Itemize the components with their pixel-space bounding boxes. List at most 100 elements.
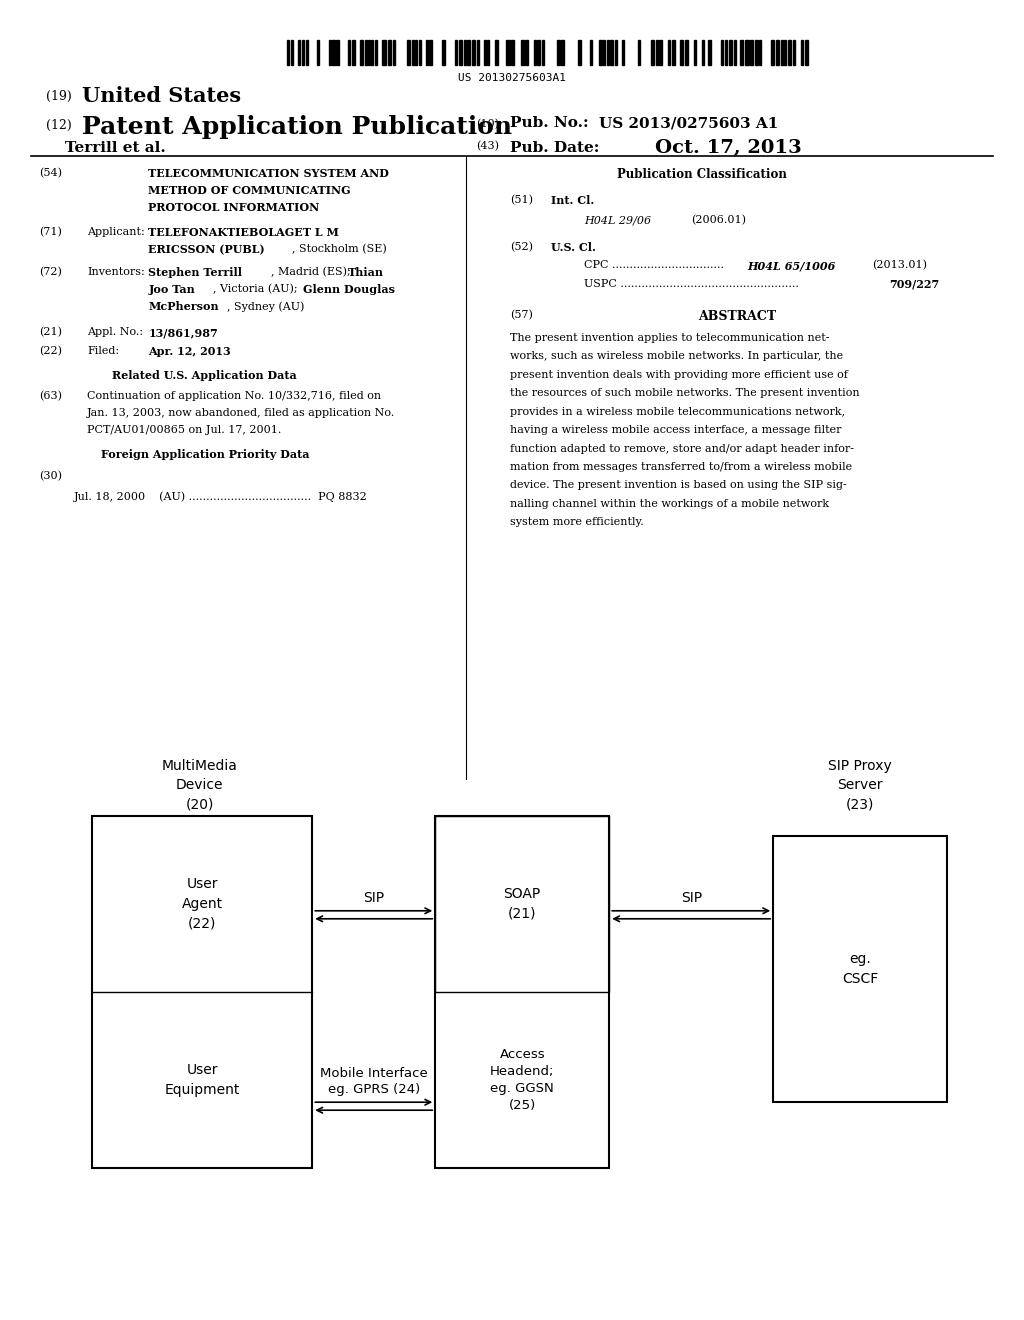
Bar xyxy=(412,40,414,65)
Bar xyxy=(672,40,675,65)
Text: provides in a wireless mobile telecommunications network,: provides in a wireless mobile telecommun… xyxy=(510,407,845,417)
Text: Applicant:: Applicant: xyxy=(87,227,144,238)
Text: Foreign Application Priority Data: Foreign Application Priority Data xyxy=(100,449,309,459)
Text: Thian: Thian xyxy=(348,267,384,277)
Text: (2006.01): (2006.01) xyxy=(691,215,746,226)
Text: 13/861,987: 13/861,987 xyxy=(148,327,218,338)
Bar xyxy=(472,40,475,65)
Text: (72): (72) xyxy=(39,267,61,277)
Bar xyxy=(520,40,523,65)
Bar xyxy=(606,40,609,65)
Text: MultiMedia
Device
(20): MultiMedia Device (20) xyxy=(162,759,238,812)
Text: (63): (63) xyxy=(39,391,61,401)
Bar xyxy=(603,40,605,65)
Text: (21): (21) xyxy=(39,327,61,338)
Text: , Madrid (ES);: , Madrid (ES); xyxy=(271,267,351,277)
Text: the resources of such mobile networks. The present invention: the resources of such mobile networks. T… xyxy=(510,388,859,399)
Bar xyxy=(337,40,339,65)
Bar xyxy=(542,40,544,65)
Bar xyxy=(599,40,601,65)
Bar xyxy=(755,40,758,65)
Text: having a wireless mobile access interface, a message filter: having a wireless mobile access interfac… xyxy=(510,425,842,436)
Text: Pub. No.:: Pub. No.: xyxy=(510,116,589,131)
Text: SOAP
(21): SOAP (21) xyxy=(504,887,541,920)
Bar xyxy=(442,40,445,65)
Bar xyxy=(455,40,458,65)
Bar xyxy=(371,40,374,65)
Text: (43): (43) xyxy=(476,141,499,152)
Text: ERICSSON (PUBL): ERICSSON (PUBL) xyxy=(148,244,265,255)
Text: (54): (54) xyxy=(39,168,61,178)
Text: USPC ...................................................: USPC ...................................… xyxy=(584,279,799,289)
Text: Joo Tan: Joo Tan xyxy=(148,284,196,294)
Bar xyxy=(680,40,683,65)
Bar xyxy=(793,40,795,65)
Bar xyxy=(771,40,774,65)
Text: User
Equipment: User Equipment xyxy=(165,1064,240,1097)
Text: Jan. 13, 2003, now abandoned, filed as application No.: Jan. 13, 2003, now abandoned, filed as a… xyxy=(87,408,395,418)
Text: device. The present invention is based on using the SIP sig-: device. The present invention is based o… xyxy=(510,480,847,491)
Bar xyxy=(435,816,609,1168)
Text: SIP: SIP xyxy=(364,891,384,904)
Bar xyxy=(538,40,541,65)
Text: (30): (30) xyxy=(39,471,61,482)
Bar xyxy=(329,40,331,65)
Bar xyxy=(801,40,803,65)
Bar xyxy=(656,40,658,65)
Bar xyxy=(298,40,300,65)
Text: 709/227: 709/227 xyxy=(889,279,939,289)
Text: eg.
CSCF: eg. CSCF xyxy=(842,952,879,986)
Text: Continuation of application No. 10/332,716, filed on: Continuation of application No. 10/332,7… xyxy=(87,391,381,401)
Bar xyxy=(407,40,410,65)
Bar xyxy=(721,40,723,65)
Text: nalling channel within the workings of a mobile network: nalling channel within the workings of a… xyxy=(510,499,829,510)
Text: User
Agent
(22): User Agent (22) xyxy=(181,878,223,931)
Bar xyxy=(805,40,808,65)
Bar xyxy=(622,40,624,65)
Text: (52): (52) xyxy=(510,242,532,252)
Text: (22): (22) xyxy=(39,346,61,356)
Bar xyxy=(751,40,754,65)
Text: TELEFONAKTIEBOLAGET L M: TELEFONAKTIEBOLAGET L M xyxy=(148,227,339,238)
Text: (10): (10) xyxy=(476,119,499,129)
Text: H04L 29/06: H04L 29/06 xyxy=(584,215,651,226)
Bar xyxy=(578,40,581,65)
Text: Stephen Terrill: Stephen Terrill xyxy=(148,267,243,277)
Bar xyxy=(725,40,727,65)
Text: McPherson: McPherson xyxy=(148,301,219,312)
Bar xyxy=(776,40,779,65)
Bar xyxy=(435,816,609,993)
Text: CPC ................................: CPC ................................ xyxy=(584,260,724,271)
Text: function adapted to remove, store and/or adapt header infor-: function adapted to remove, store and/or… xyxy=(510,444,854,454)
Bar xyxy=(368,40,370,65)
Bar xyxy=(351,40,354,65)
Bar xyxy=(745,40,749,65)
Bar xyxy=(464,40,466,65)
Bar xyxy=(301,40,304,65)
Text: (57): (57) xyxy=(510,310,532,321)
Bar xyxy=(92,816,312,1168)
Text: Jul. 18, 2000    (AU) ...................................  PQ 8832: Jul. 18, 2000 (AU) .....................… xyxy=(74,491,368,502)
Bar xyxy=(694,40,696,65)
Bar xyxy=(783,40,786,65)
Text: Appl. No.:: Appl. No.: xyxy=(87,327,143,338)
Bar xyxy=(733,40,735,65)
Text: Oct. 17, 2013: Oct. 17, 2013 xyxy=(655,139,802,157)
Bar xyxy=(511,40,514,65)
Text: (2013.01): (2013.01) xyxy=(872,260,928,271)
Bar xyxy=(287,40,289,65)
Bar xyxy=(348,40,350,65)
Text: Publication Classification: Publication Classification xyxy=(616,168,786,181)
Text: , Victoria (AU);: , Victoria (AU); xyxy=(213,284,298,294)
Bar xyxy=(317,40,319,65)
Bar xyxy=(780,40,782,65)
Text: METHOD OF COMMUNICATING: METHOD OF COMMUNICATING xyxy=(148,185,351,195)
Text: US 2013/0275603 A1: US 2013/0275603 A1 xyxy=(599,116,778,131)
Bar xyxy=(387,40,391,65)
Bar xyxy=(416,40,418,65)
Bar xyxy=(426,40,428,65)
Bar xyxy=(306,40,307,65)
Bar xyxy=(773,836,947,1102)
Bar xyxy=(651,40,654,65)
Text: Access
Headend;
eg. GGSN
(25): Access Headend; eg. GGSN (25) xyxy=(490,1048,554,1111)
